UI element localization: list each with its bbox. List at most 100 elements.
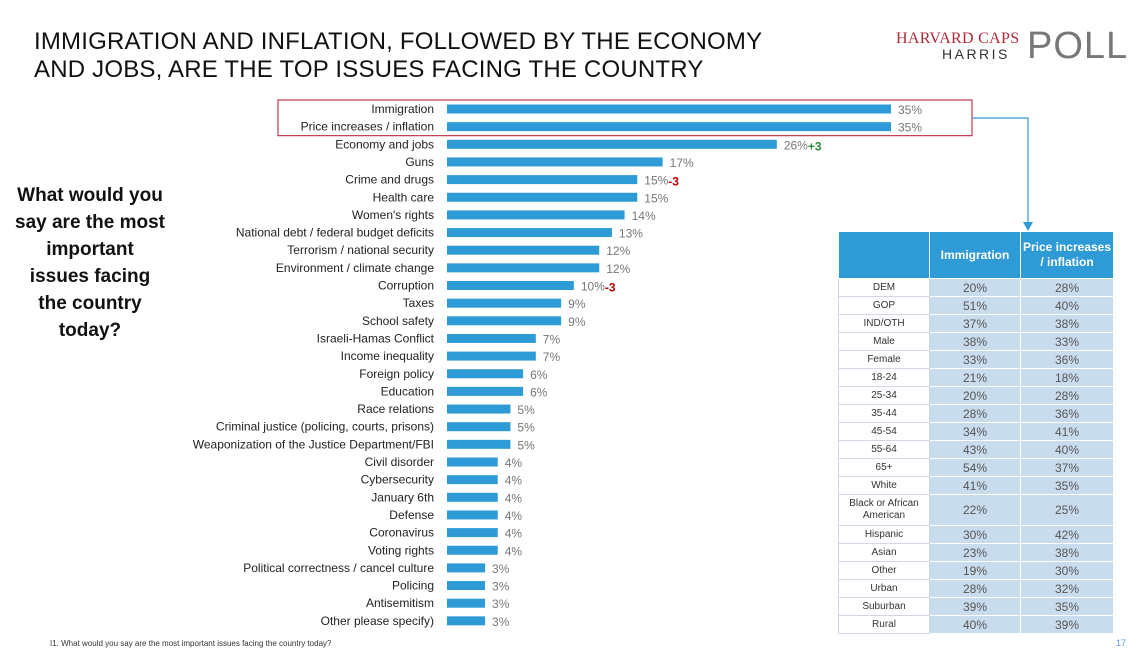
data-label: 4% (505, 509, 523, 523)
inflation-value: 38% (1020, 543, 1114, 562)
bar (447, 228, 612, 238)
data-label: 26% (784, 138, 808, 152)
row-label: 25-34 (838, 386, 930, 405)
table-header-inflation: Price increases / inflation (1020, 231, 1114, 279)
table-row: White 41% 35% (838, 476, 1114, 495)
bar (447, 245, 600, 255)
bar (447, 316, 562, 326)
data-label: 13% (619, 227, 643, 241)
table-row: IND/OTH 37% 38% (838, 314, 1114, 333)
table-row: 65+ 54% 37% (838, 458, 1114, 477)
bar (447, 139, 777, 149)
bar (447, 598, 486, 608)
table-row: 18-24 21% 18% (838, 368, 1114, 387)
inflation-value: 41% (1020, 422, 1114, 441)
inflation-value: 40% (1020, 296, 1114, 315)
table-row: Suburban 39% 35% (838, 597, 1114, 616)
immigration-value: 39% (929, 597, 1021, 616)
data-label: 12% (606, 262, 630, 276)
bar (447, 545, 498, 555)
change-annotation: -3 (668, 175, 679, 189)
category-label: Israeli-Hamas Conflict (317, 331, 435, 345)
data-label: 9% (568, 315, 586, 329)
inflation-value: 35% (1020, 476, 1114, 495)
bar (447, 510, 498, 520)
immigration-value: 30% (929, 525, 1021, 544)
immigration-value: 51% (929, 296, 1021, 315)
immigration-value: 37% (929, 314, 1021, 333)
row-label: Urban (838, 579, 930, 598)
bar (447, 386, 524, 396)
immigration-value: 23% (929, 543, 1021, 562)
bar (447, 122, 891, 132)
category-label: School safety (362, 314, 434, 328)
data-label: 35% (898, 103, 922, 117)
table-row: 25-34 20% 28% (838, 386, 1114, 405)
data-label: 5% (517, 421, 535, 435)
demographic-table: Immigration Price increases / inflation … (838, 231, 1114, 634)
bar (447, 528, 498, 538)
bar (447, 439, 511, 449)
data-label: 6% (530, 368, 548, 382)
table-row: DEM 20% 28% (838, 278, 1114, 297)
bar (447, 351, 536, 361)
table-header-immigration: Immigration (929, 231, 1021, 279)
data-label: 6% (530, 385, 548, 399)
row-label: Black or African American (838, 494, 930, 526)
bar (447, 422, 511, 432)
inflation-value: 37% (1020, 458, 1114, 477)
row-label: 35-44 (838, 404, 930, 423)
table-row: Urban 28% 32% (838, 579, 1114, 598)
data-label: 7% (543, 332, 561, 346)
category-label: Taxes (403, 296, 434, 310)
table-row: 35-44 28% 36% (838, 404, 1114, 423)
category-label: Weaponization of the Justice Department/… (193, 437, 434, 451)
data-label: 4% (505, 527, 523, 541)
row-label: Female (838, 350, 930, 369)
data-label: 4% (505, 544, 523, 558)
category-label: Antisemitism (366, 596, 434, 610)
question-text: What would you say are the most importan… (15, 185, 165, 341)
inflation-value: 42% (1020, 525, 1114, 544)
table-row: Asian 23% 38% (838, 543, 1114, 562)
inflation-value: 38% (1020, 314, 1114, 333)
logo-line-1: HARVARD CAPS (896, 30, 1020, 47)
category-label: Coronavirus (369, 526, 434, 540)
data-label: 10% (581, 280, 605, 294)
category-label: Political correctness / cancel culture (243, 561, 434, 575)
data-label: 3% (492, 615, 510, 629)
bar (447, 281, 574, 290)
category-label: Income inequality (341, 349, 434, 363)
category-label: January 6th (371, 490, 434, 504)
data-label: 5% (517, 438, 535, 452)
table-row: 45-54 34% 41% (838, 422, 1114, 441)
bar (447, 104, 891, 114)
row-label: Rural (838, 615, 930, 634)
category-label: Defense (389, 508, 434, 522)
immigration-value: 41% (929, 476, 1021, 495)
logo-line-2: HARRIS (942, 46, 1010, 62)
bar (447, 581, 486, 591)
row-label: 65+ (838, 458, 930, 477)
category-label: Race relations (357, 402, 434, 416)
row-label: 18-24 (838, 368, 930, 387)
row-label: DEM (838, 278, 930, 297)
table-row: Rural 40% 39% (838, 615, 1114, 634)
immigration-value: 19% (929, 561, 1021, 580)
page-title: IMMIGRATION AND INFLATION, FOLLOWED BY T… (34, 28, 834, 84)
data-label: 3% (492, 580, 510, 594)
category-label: Environment / climate change (276, 261, 434, 275)
category-label: Other please specify) (321, 614, 434, 628)
bar (447, 157, 663, 167)
bar (447, 333, 536, 343)
table-row: 55-64 43% 40% (838, 440, 1114, 459)
category-label: Immigration (371, 102, 434, 116)
immigration-value: 34% (929, 422, 1021, 441)
data-label: 15% (644, 174, 668, 188)
row-label: Male (838, 332, 930, 351)
row-label: 45-54 (838, 422, 930, 441)
inflation-value: 40% (1020, 440, 1114, 459)
immigration-value: 38% (929, 332, 1021, 351)
row-label: Asian (838, 543, 930, 562)
change-annotation: -3 (605, 281, 616, 295)
